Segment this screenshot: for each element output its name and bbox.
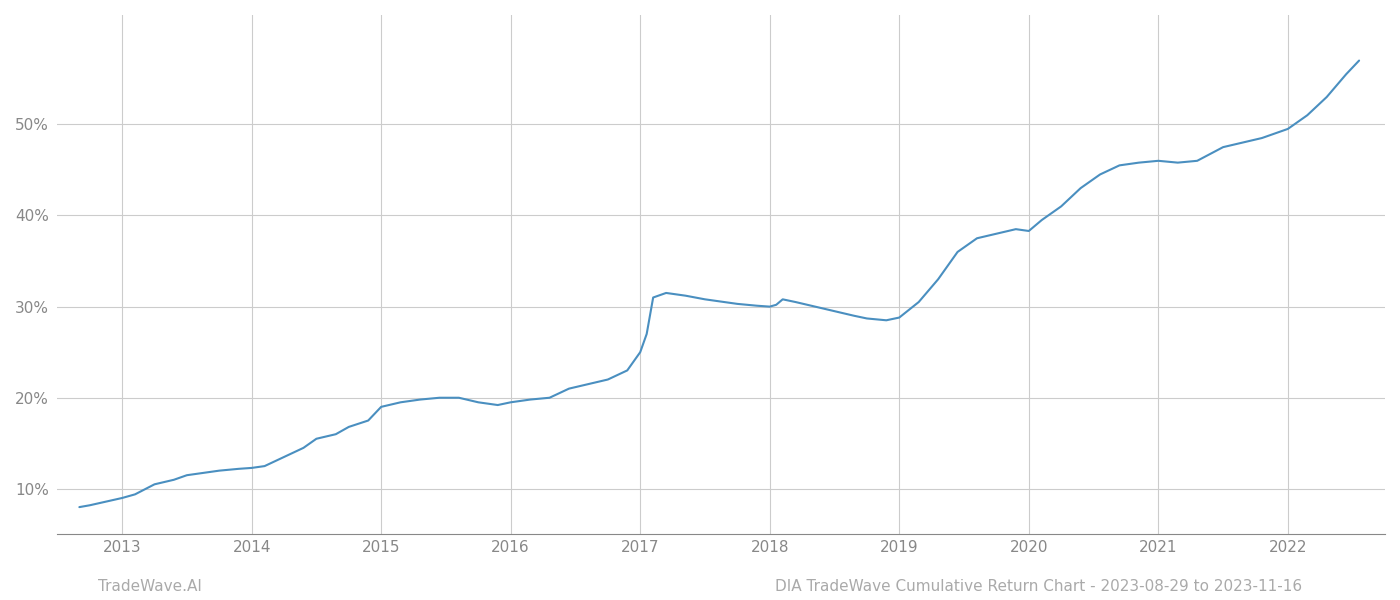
Text: DIA TradeWave Cumulative Return Chart - 2023-08-29 to 2023-11-16: DIA TradeWave Cumulative Return Chart - … [774,579,1302,594]
Text: TradeWave.AI: TradeWave.AI [98,579,202,594]
